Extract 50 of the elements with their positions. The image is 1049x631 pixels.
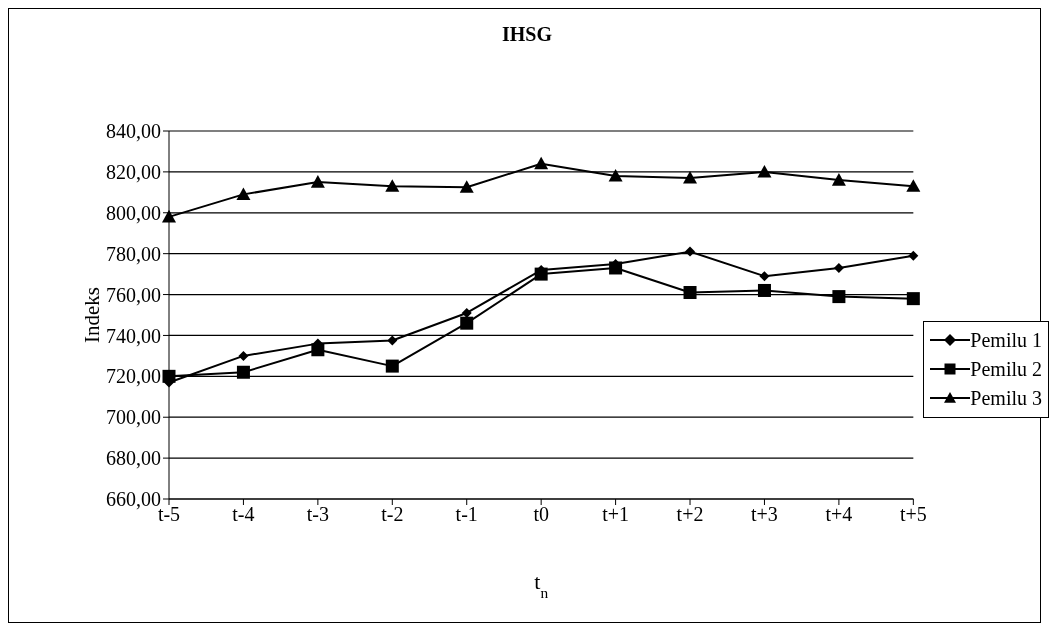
y-tick-label: 780,00 xyxy=(106,242,161,265)
x-tick-label: t+4 xyxy=(825,503,853,526)
chart-title: IHSG xyxy=(501,23,553,45)
legend-label: Pemilu 3 xyxy=(970,386,1042,410)
point xyxy=(387,335,398,346)
point xyxy=(906,292,920,306)
y-tick-label: 760,00 xyxy=(106,283,161,306)
x-tick-label: t+2 xyxy=(676,503,704,526)
x-tick-label: t+3 xyxy=(751,503,778,526)
legend-label: Pemilu 2 xyxy=(970,357,1042,381)
x-tick-label: t-1 xyxy=(455,503,478,526)
y-tick-label: 740,00 xyxy=(106,324,161,347)
point xyxy=(685,246,696,257)
point xyxy=(832,290,846,304)
legend-label: Pemilu 1 xyxy=(970,328,1042,352)
point xyxy=(459,180,474,193)
x-tick-label: t-3 xyxy=(306,503,329,526)
y-tick-label: 700,00 xyxy=(106,406,161,429)
point xyxy=(236,187,251,200)
x-tick-label: t-4 xyxy=(232,503,255,526)
point xyxy=(757,283,771,297)
point xyxy=(236,365,250,379)
y-axis-title: Indeks xyxy=(80,287,104,343)
y-tick-label: 800,00 xyxy=(106,201,161,224)
point xyxy=(310,175,325,188)
x-tick-label: t+1 xyxy=(602,503,630,526)
y-tick-label: 820,00 xyxy=(106,160,161,183)
point xyxy=(683,286,697,300)
point xyxy=(461,307,472,318)
point xyxy=(906,179,921,192)
y-tick-label: 720,00 xyxy=(106,365,161,388)
y-tick-label: 840,00 xyxy=(106,120,161,143)
x-tick-label: t0 xyxy=(533,503,549,526)
x-tick-label: t+5 xyxy=(899,503,927,526)
point xyxy=(460,316,474,330)
point xyxy=(608,168,623,182)
point xyxy=(238,350,249,361)
point xyxy=(534,156,549,170)
point xyxy=(385,179,400,192)
point xyxy=(162,209,176,223)
point xyxy=(759,271,770,282)
point xyxy=(833,262,844,273)
y-tick-label: 680,00 xyxy=(106,447,161,470)
point xyxy=(908,250,919,261)
x-axis-title: t$_{n}$ xyxy=(534,569,549,601)
point xyxy=(831,173,846,186)
point xyxy=(757,164,772,178)
point xyxy=(683,171,698,184)
point xyxy=(385,359,399,373)
x-tick-label: t-2 xyxy=(381,503,404,526)
